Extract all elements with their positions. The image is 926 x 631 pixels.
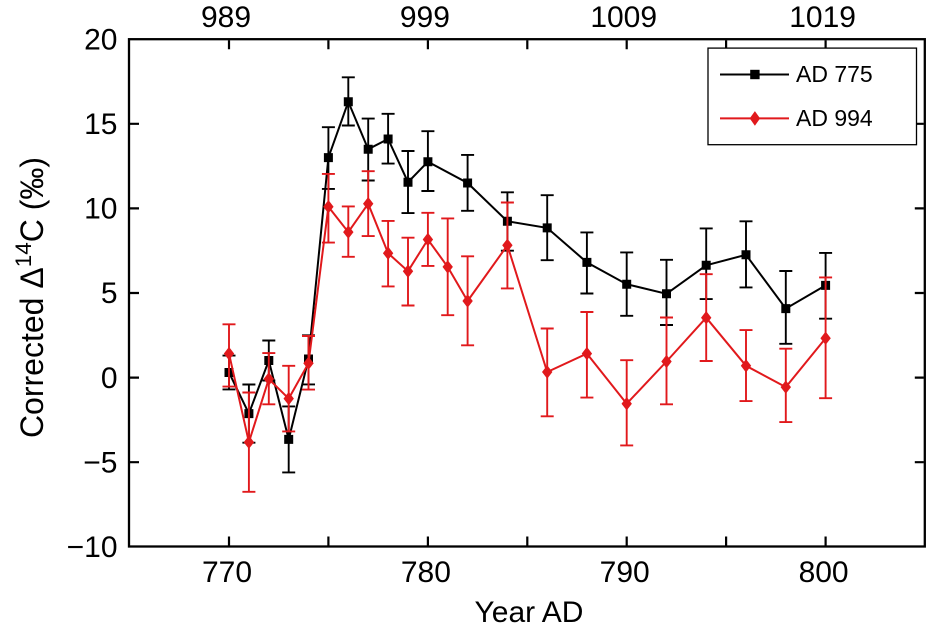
svg-text:20: 20 — [84, 23, 117, 56]
svg-text:0: 0 — [101, 362, 118, 395]
svg-text:1009: 1009 — [590, 1, 657, 34]
svg-text:780: 780 — [401, 556, 451, 589]
svg-text:1019: 1019 — [789, 1, 856, 34]
svg-text:989: 989 — [201, 1, 251, 34]
svg-text:15: 15 — [84, 108, 117, 141]
svg-text:Corrected Δ14C (‰): Corrected Δ14C (‰) — [11, 157, 50, 438]
svg-text:999: 999 — [400, 1, 450, 34]
svg-text:AD 775: AD 775 — [796, 61, 873, 87]
svg-text:Year AD: Year AD — [475, 596, 584, 629]
svg-text:10: 10 — [84, 193, 117, 226]
svg-text:−10: −10 — [67, 531, 118, 564]
svg-text:−5: −5 — [83, 446, 117, 479]
svg-text:790: 790 — [600, 556, 650, 589]
svg-text:5: 5 — [101, 277, 118, 310]
svg-text:AD 994: AD 994 — [796, 105, 873, 131]
svg-text:800: 800 — [799, 556, 849, 589]
svg-text:770: 770 — [202, 556, 252, 589]
